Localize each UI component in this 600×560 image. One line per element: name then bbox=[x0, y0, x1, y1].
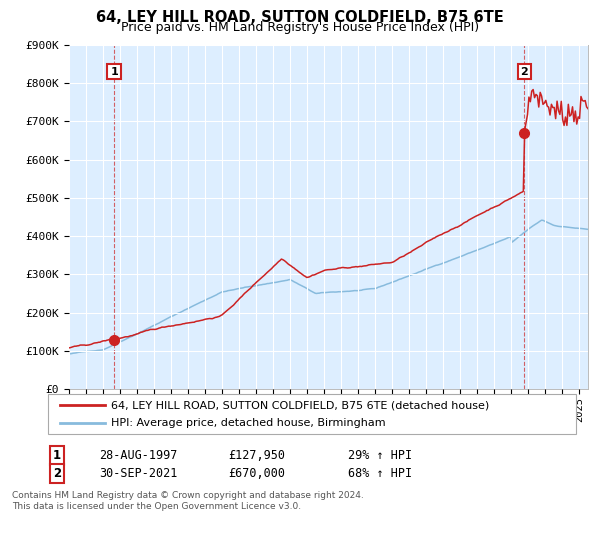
Text: 64, LEY HILL ROAD, SUTTON COLDFIELD, B75 6TE (detached house): 64, LEY HILL ROAD, SUTTON COLDFIELD, B75… bbox=[111, 400, 489, 410]
Text: £670,000: £670,000 bbox=[228, 466, 285, 480]
Text: Price paid vs. HM Land Registry's House Price Index (HPI): Price paid vs. HM Land Registry's House … bbox=[121, 21, 479, 34]
Text: Contains HM Land Registry data © Crown copyright and database right 2024.: Contains HM Land Registry data © Crown c… bbox=[12, 491, 364, 500]
Text: This data is licensed under the Open Government Licence v3.0.: This data is licensed under the Open Gov… bbox=[12, 502, 301, 511]
Text: 64, LEY HILL ROAD, SUTTON COLDFIELD, B75 6TE: 64, LEY HILL ROAD, SUTTON COLDFIELD, B75… bbox=[96, 10, 504, 25]
Text: HPI: Average price, detached house, Birmingham: HPI: Average price, detached house, Birm… bbox=[111, 418, 386, 428]
Text: £127,950: £127,950 bbox=[228, 449, 285, 463]
Text: 28-AUG-1997: 28-AUG-1997 bbox=[99, 449, 178, 463]
Text: 2: 2 bbox=[520, 67, 528, 77]
Text: 29% ↑ HPI: 29% ↑ HPI bbox=[348, 449, 412, 463]
Text: 68% ↑ HPI: 68% ↑ HPI bbox=[348, 466, 412, 480]
Text: 1: 1 bbox=[110, 67, 118, 77]
Text: 2: 2 bbox=[53, 466, 61, 480]
Text: 1: 1 bbox=[53, 449, 61, 463]
Text: 30-SEP-2021: 30-SEP-2021 bbox=[99, 466, 178, 480]
